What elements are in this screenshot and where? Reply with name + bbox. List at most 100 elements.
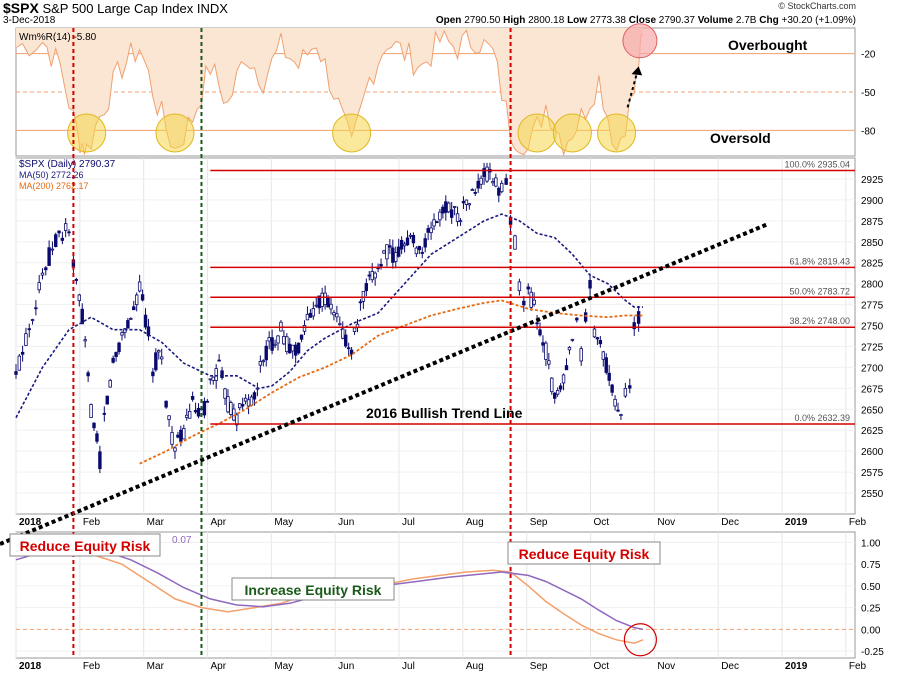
price-candle-body bbox=[567, 346, 572, 351]
index-name: S&P 500 Large Cap Index bbox=[42, 1, 194, 16]
high-value: 2800.18 bbox=[528, 15, 565, 26]
oversold-circle bbox=[67, 113, 107, 153]
arrow-head bbox=[631, 66, 643, 76]
credit: © StockCharts.com bbox=[778, 1, 856, 11]
price-candle-body bbox=[86, 372, 90, 377]
price-candle-body bbox=[326, 297, 330, 308]
osc-y-tick: 1.00 bbox=[861, 538, 881, 549]
price-candle-body bbox=[588, 279, 592, 289]
price-candle-body bbox=[405, 237, 410, 246]
price-candle-body bbox=[211, 376, 215, 381]
price-candle-body bbox=[314, 304, 318, 307]
price-candle-body bbox=[338, 323, 342, 326]
price-candle-body bbox=[273, 343, 277, 346]
bullish-trend-line bbox=[0, 222, 769, 546]
price-candle-body bbox=[607, 372, 611, 381]
price-candle-body bbox=[185, 414, 189, 418]
price-candle-body bbox=[302, 325, 307, 332]
price-y-tick: 2675 bbox=[861, 384, 884, 395]
price-candle-body bbox=[553, 392, 557, 399]
price-candle-body bbox=[120, 332, 124, 336]
price-candle-body bbox=[63, 223, 68, 231]
price-candle-body bbox=[367, 274, 371, 277]
price-candle-body bbox=[276, 335, 280, 344]
x-tick-label: Mar bbox=[147, 661, 165, 672]
price-candle-body bbox=[114, 352, 118, 358]
price-candle-body bbox=[464, 199, 469, 205]
price-candle-body bbox=[182, 428, 186, 440]
price-candle-body bbox=[385, 244, 389, 260]
price-candle-body bbox=[37, 282, 41, 291]
price-legend: $SPX (Daily) 2790.37 bbox=[19, 159, 116, 170]
x-tick-label: Apr bbox=[211, 517, 227, 528]
price-candle-body bbox=[47, 247, 51, 266]
price-candle-body bbox=[364, 283, 369, 292]
x-tick-label: Nov bbox=[657, 517, 675, 528]
price-candle-body bbox=[226, 396, 230, 413]
x-tick-label: Sep bbox=[530, 517, 548, 528]
price-candle-body bbox=[323, 292, 327, 305]
x-tick-label: Feb bbox=[83, 517, 101, 528]
price-candle-body bbox=[447, 202, 451, 213]
price-candle-body bbox=[80, 308, 84, 325]
price-candle-body bbox=[126, 320, 130, 329]
price-candle-body bbox=[513, 235, 517, 250]
high-label: High bbox=[503, 15, 526, 26]
volume-label: Volume bbox=[697, 15, 734, 26]
price-candle-body bbox=[438, 211, 442, 221]
price-candle-body bbox=[555, 390, 560, 395]
price-y-tick: 2850 bbox=[861, 238, 884, 249]
price-candle-body bbox=[598, 340, 603, 345]
price-candle-body bbox=[541, 342, 545, 346]
fib-level-label: 100.0% 2935.04 bbox=[784, 160, 850, 170]
low-value: 2773.38 bbox=[589, 15, 626, 26]
price-candle-body bbox=[134, 294, 139, 306]
price-candle-body bbox=[426, 228, 430, 233]
price-y-tick: 2700 bbox=[861, 363, 884, 374]
osc-legend: 0.07 bbox=[172, 535, 192, 546]
price-candle-body bbox=[264, 345, 268, 361]
price-candle-body bbox=[526, 286, 530, 290]
price-candle-body bbox=[632, 322, 636, 330]
chg-value: +30.20 (+1.09%) bbox=[781, 15, 857, 26]
x-tick-label: Oct bbox=[594, 661, 610, 672]
price-candle-body bbox=[579, 348, 583, 362]
price-y-tick: 2750 bbox=[861, 322, 884, 333]
price-candle-body bbox=[117, 342, 121, 353]
price-candle-body bbox=[444, 201, 448, 213]
price-candle-body bbox=[399, 239, 404, 250]
price-candle-body bbox=[240, 404, 245, 407]
price-y-tick: 2625 bbox=[861, 426, 884, 437]
price-candle-body bbox=[151, 371, 155, 377]
price-candle-body bbox=[261, 360, 265, 363]
price-candle-body bbox=[517, 281, 522, 292]
price-candle-body bbox=[529, 291, 533, 308]
price-candle-body bbox=[60, 237, 65, 241]
price-candle-body bbox=[575, 317, 579, 321]
x-tick-label: Feb bbox=[83, 661, 101, 672]
price-candle-body bbox=[408, 234, 413, 237]
price-candle-body bbox=[157, 350, 161, 353]
x-tick-label: 2019 bbox=[785, 661, 808, 672]
x-tick-label: Feb bbox=[849, 517, 867, 528]
close-value: 2790.37 bbox=[658, 15, 695, 26]
increase-risk-box bbox=[231, 577, 395, 601]
price-candle-body bbox=[619, 414, 623, 417]
price-candle-body bbox=[235, 414, 239, 426]
price-candle-body bbox=[604, 357, 608, 373]
price-y-tick: 2650 bbox=[861, 405, 884, 416]
price-candle-body bbox=[583, 312, 588, 322]
x-tick-label: Apr bbox=[211, 661, 227, 672]
oversold-circle bbox=[332, 113, 372, 153]
reduce-risk-2-box bbox=[507, 541, 661, 565]
price-candle-body bbox=[473, 191, 477, 194]
x-tick-label: Sep bbox=[530, 661, 548, 672]
price-candle-body bbox=[24, 333, 28, 346]
price-candle-body bbox=[394, 252, 398, 262]
price-candle-body bbox=[522, 300, 526, 306]
price-candle-body bbox=[132, 306, 136, 311]
price-candle-body bbox=[187, 410, 192, 419]
price-candle-body bbox=[217, 359, 221, 362]
price-y-tick: 2550 bbox=[861, 489, 884, 500]
price-candle-body bbox=[476, 180, 480, 189]
